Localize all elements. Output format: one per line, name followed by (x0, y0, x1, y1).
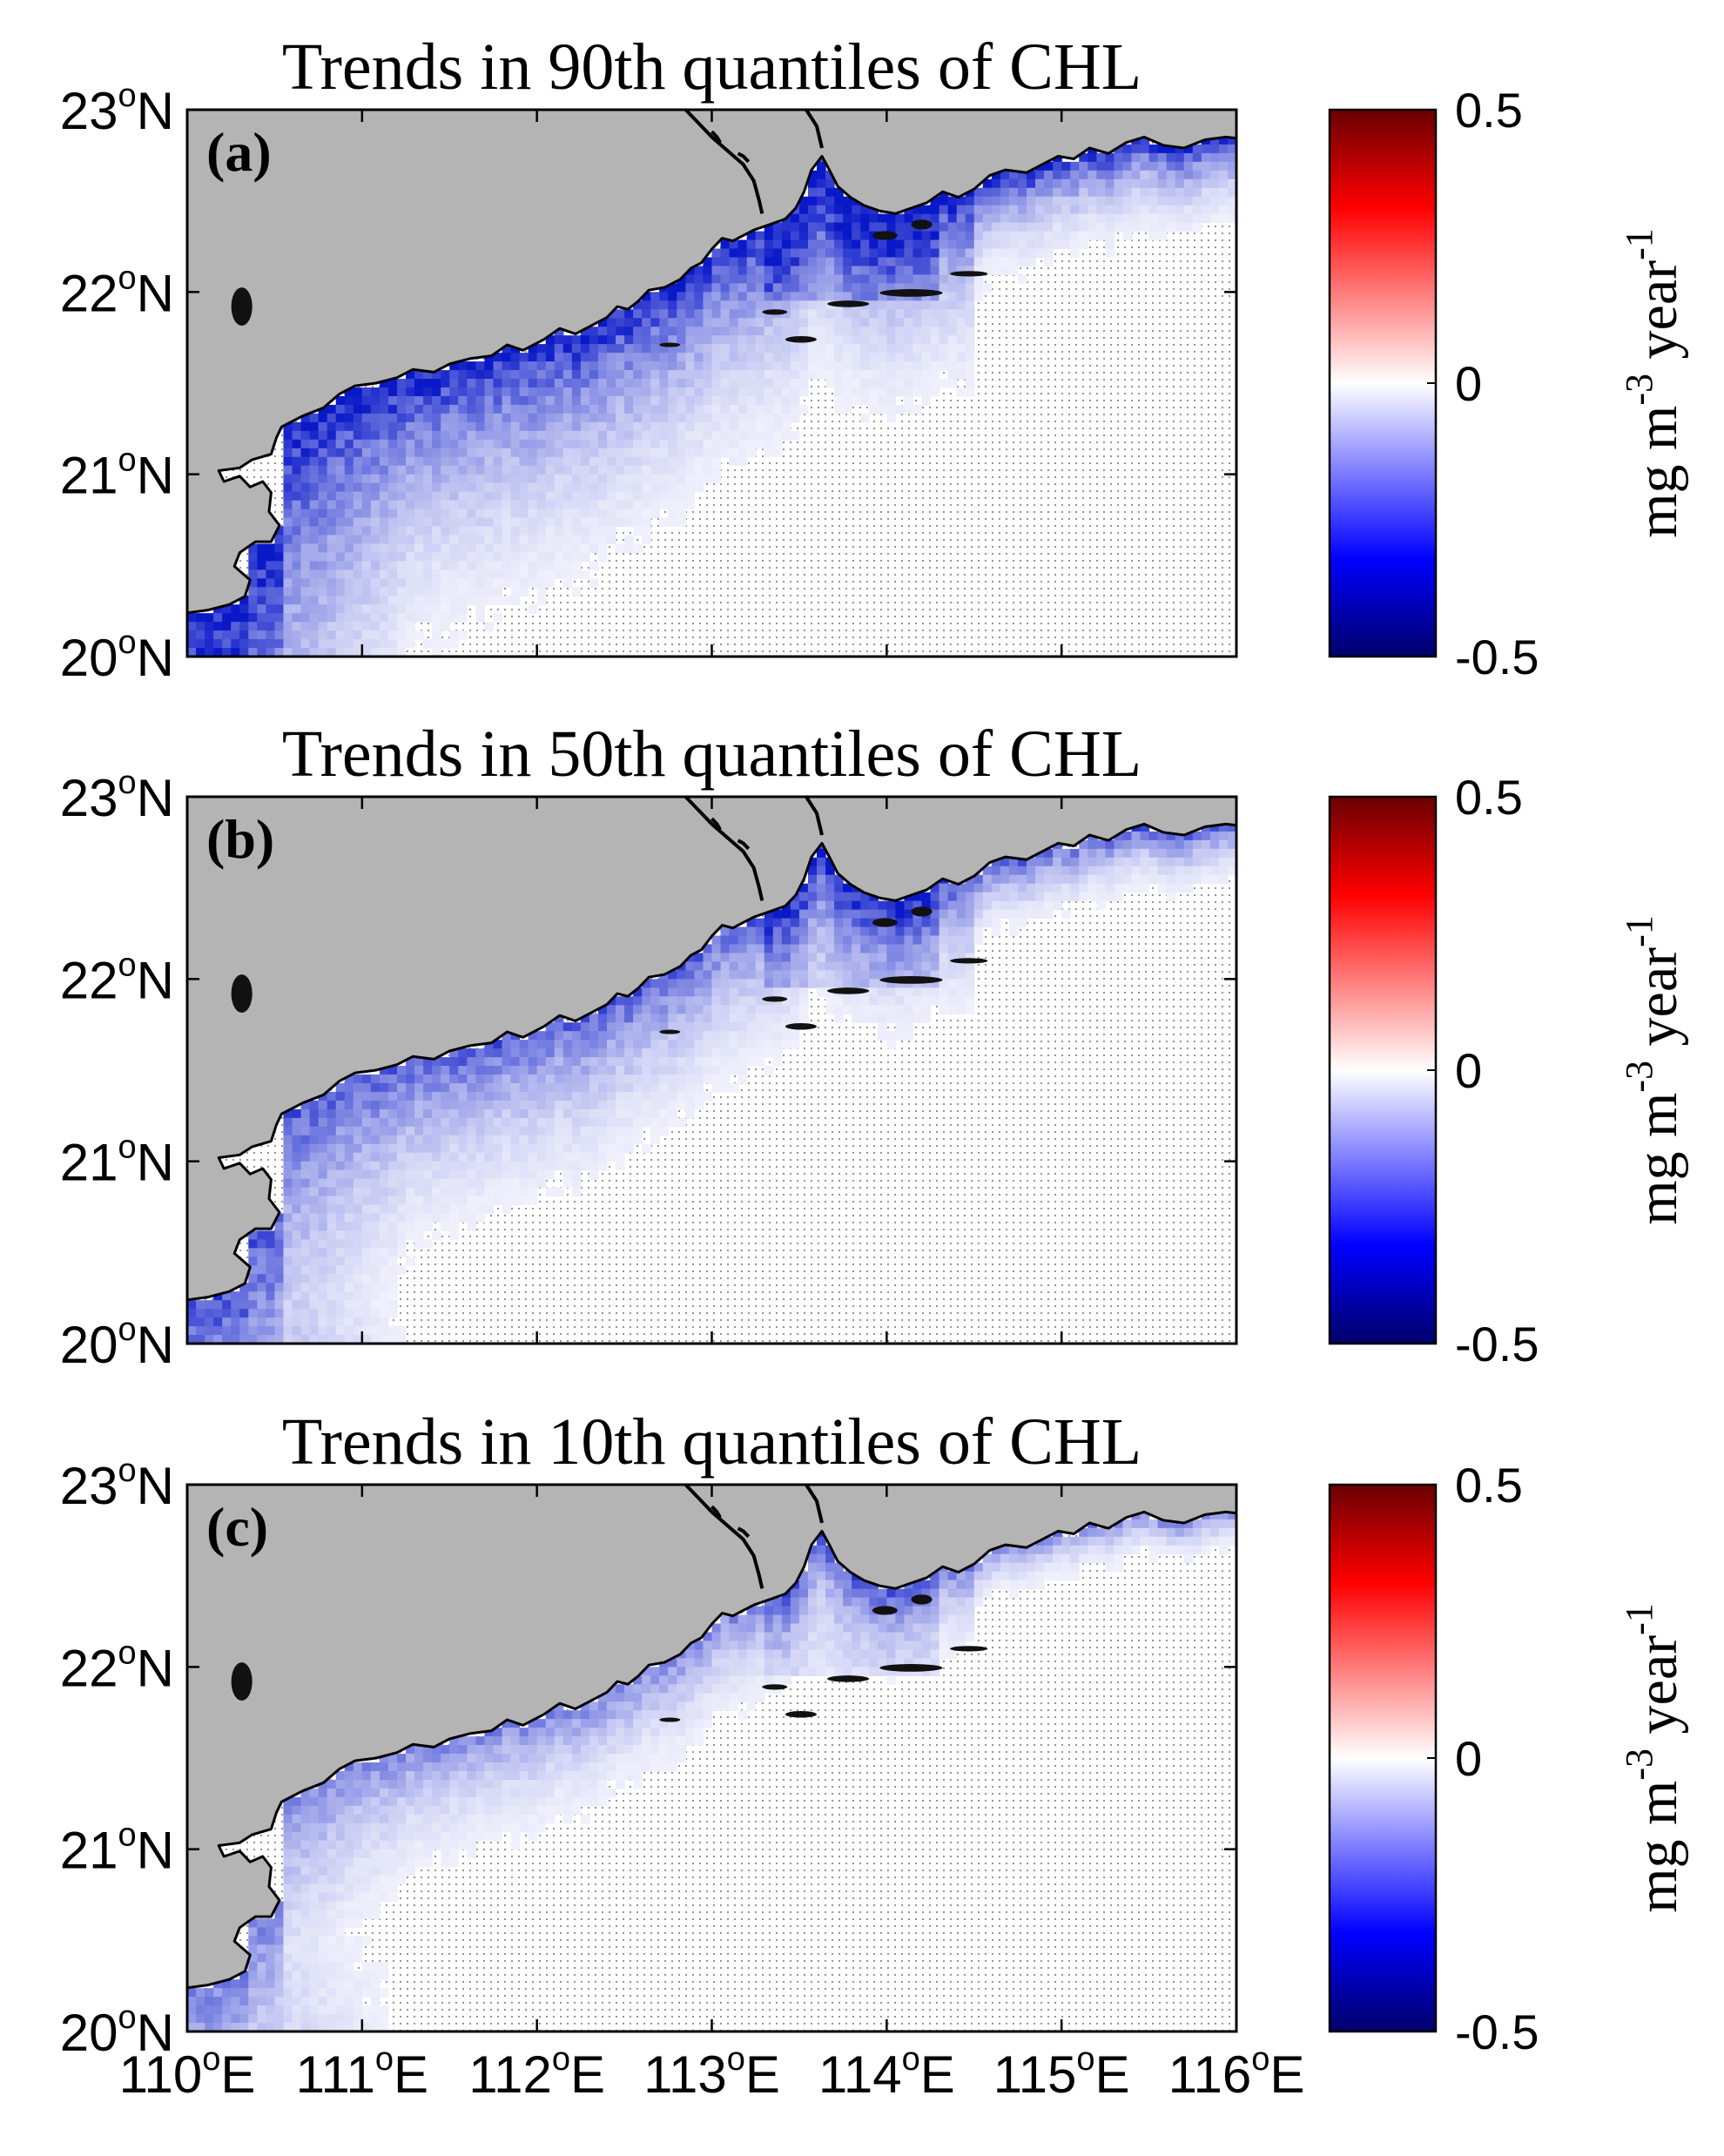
latitude-label: 21oN (60, 442, 174, 505)
river-channel (737, 152, 751, 164)
island (950, 271, 988, 277)
colorbar-tick-label: 0.5 (1455, 1458, 1523, 1513)
longitude-label: 114oE (818, 2041, 955, 2104)
land-mass (185, 1483, 1238, 1990)
river-channel (710, 817, 722, 831)
trend-cells (187, 1510, 1237, 2032)
colorbar-unit-label: mg m-3 year-1 (1618, 915, 1689, 1225)
island (785, 1022, 817, 1030)
latitude-label: 23oN (60, 765, 174, 827)
latitude-label: 22oN (60, 947, 174, 1009)
latitude-label: 20oN (60, 1311, 174, 1374)
colorbar-tick-label: -0.5 (1455, 2004, 1539, 2059)
river-channel (805, 1483, 824, 1524)
longitude-axis-labels: 110oE 111oE 112oE 113oE 114oE 115oE 116oE (119, 2041, 1305, 2104)
colorbar: -0.5 0 0.5 mg m-3 year-1 (1328, 770, 1689, 1371)
longitude-label: 115oE (993, 2041, 1130, 2104)
island (785, 1710, 817, 1718)
river-channel (710, 1505, 722, 1519)
river-channel (710, 130, 722, 144)
colorbar-tick-label: 0.5 (1455, 83, 1523, 138)
island (231, 1662, 253, 1701)
longitude-label: 111oE (296, 2041, 428, 2104)
river-channel (737, 839, 751, 851)
river-channel (684, 1483, 764, 1589)
map-panel-1: Trends in 90th quantiles of CHL 20oN 21oN 2… (60, 30, 1689, 687)
longitude-label: 110oE (119, 2041, 256, 2104)
panel-label: (a) (206, 121, 272, 183)
island (911, 219, 933, 230)
trend-cells (187, 822, 1237, 1344)
latitude-label: 20oN (60, 624, 174, 687)
island (911, 906, 933, 917)
trend-cells (187, 135, 1237, 657)
colorbar: -0.5 0 0.5 mg m-3 year-1 (1328, 1458, 1689, 2059)
colorbar: -0.5 0 0.5 mg m-3 year-1 (1328, 83, 1689, 684)
panel-label: (c) (206, 1496, 268, 1558)
latitude-label: 21oN (60, 1129, 174, 1192)
map-panel-3: Trends in 10th quantiles of CHL 20oN 21oN 2… (60, 1405, 1689, 2062)
panel-title: Trends in 90th quantiles of CHL (282, 30, 1141, 104)
longitude-label: 113oE (643, 2041, 780, 2104)
colorbar-tick-label: -0.5 (1455, 630, 1539, 684)
river-channel (737, 1526, 751, 1539)
colorbar-tick-label: 0 (1455, 356, 1482, 411)
river-channel (684, 108, 764, 214)
island (827, 300, 870, 307)
longitude-label: 112oE (468, 2041, 605, 2104)
land-mass (185, 108, 1238, 615)
river-channel (805, 795, 824, 836)
panel-label: (b) (206, 808, 274, 870)
river-channel (684, 795, 764, 901)
island (827, 1675, 870, 1682)
colorbar-tick-label: 0 (1455, 1731, 1482, 1786)
island (879, 1663, 943, 1672)
panel-title: Trends in 50th quantiles of CHL (282, 718, 1141, 791)
latitude-label: 20oN (60, 1999, 174, 2062)
colorbar-tick-label: -0.5 (1455, 1317, 1539, 1371)
island (762, 996, 788, 1002)
island (950, 958, 988, 964)
island (950, 1646, 988, 1652)
island (762, 309, 788, 315)
colorbar-unit-label: mg m-3 year-1 (1618, 228, 1689, 538)
island (659, 342, 681, 347)
island (231, 974, 253, 1014)
panel-title: Trends in 10th quantiles of CHL (282, 1405, 1141, 1479)
island (879, 288, 943, 297)
island (872, 1606, 898, 1615)
island (659, 1717, 681, 1722)
island (785, 335, 817, 343)
island (911, 1594, 933, 1605)
colorbar-tick-label: 0 (1455, 1043, 1482, 1098)
island (762, 1684, 788, 1690)
colorbar-tick-label: 0.5 (1455, 770, 1523, 825)
colorbar-unit-label: mg m-3 year-1 (1618, 1603, 1689, 1913)
latitude-label: 22oN (60, 259, 174, 322)
island (879, 975, 943, 984)
island (659, 1029, 681, 1034)
colorbar-gradient (1328, 795, 1438, 1345)
island (231, 287, 253, 327)
island (872, 918, 898, 927)
latitude-label: 22oN (60, 1634, 174, 1697)
colorbar-gradient (1328, 108, 1438, 658)
latitude-label: 21oN (60, 1817, 174, 1880)
island (872, 231, 898, 240)
latitude-label: 23oN (60, 1452, 174, 1515)
longitude-label: 116oE (1168, 2041, 1305, 2104)
island (827, 987, 870, 994)
land-mass (185, 795, 1238, 1302)
latitude-label: 23oN (60, 77, 174, 140)
colorbar-gradient (1328, 1483, 1438, 2033)
river-channel (805, 108, 824, 149)
map-panel-2: Trends in 50th quantiles of CHL 20oN 21oN 2… (60, 718, 1689, 1374)
